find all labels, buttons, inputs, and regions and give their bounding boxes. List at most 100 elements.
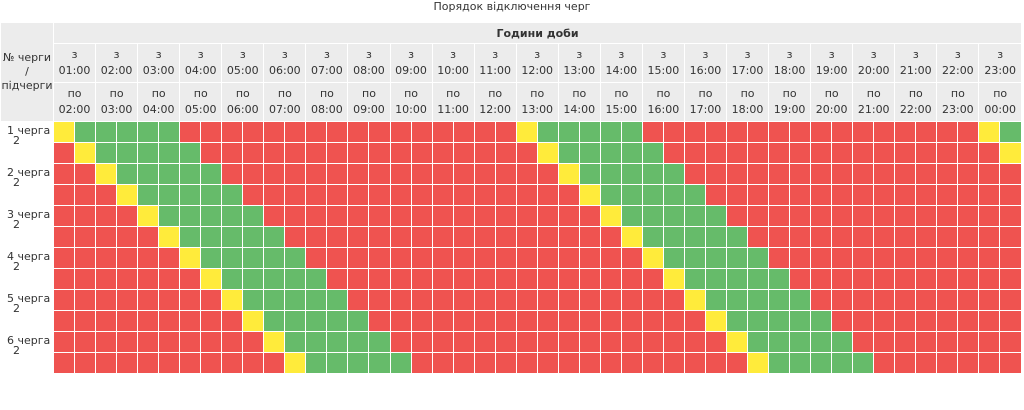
schedule-cell [179, 289, 202, 311]
schedule-cell [494, 352, 517, 374]
schedule-cell [810, 205, 833, 227]
schedule-table: № черги / підчерги Години доби з 01:00 з 02… [0, 22, 1022, 374]
hour-from-header: з 11:00 [473, 43, 517, 83]
schedule-cell [599, 352, 622, 374]
corner-line-1: № черги [2, 51, 52, 64]
schedule-cell [74, 163, 97, 185]
schedule-cell [431, 331, 454, 353]
to-time: 23:00 [941, 103, 974, 116]
hour-to-header: по 18:00 [725, 82, 770, 122]
schedule-cell [704, 163, 728, 185]
schedule-cell [137, 268, 160, 290]
schedule-cell [704, 205, 728, 227]
schedule-cell [873, 226, 896, 248]
schedule-cell [725, 205, 749, 227]
to-prefix: по [740, 87, 755, 100]
from-time: 09:00 [395, 64, 427, 77]
from-prefix: з [912, 48, 919, 61]
schedule-cell [852, 226, 875, 248]
hour-to-header: по 13:00 [515, 82, 559, 122]
schedule-cell [662, 163, 685, 185]
schedule-cell [473, 289, 496, 311]
schedule-cell [599, 310, 622, 332]
schedule-cell [725, 121, 749, 143]
schedule-cell [578, 352, 601, 374]
schedule-cell [368, 247, 391, 269]
to-time: 09:00 [353, 103, 385, 116]
schedule-cell [494, 121, 517, 143]
schedule-cell [74, 121, 97, 143]
hour-to-header: по 08:00 [305, 82, 349, 122]
schedule-cell [452, 121, 475, 143]
schedule-cell [704, 226, 728, 248]
schedule-cell [641, 247, 664, 269]
schedule-cell [810, 352, 833, 374]
schedule-cell [305, 205, 328, 227]
schedule-cell [74, 247, 97, 269]
schedule-cell [200, 247, 223, 269]
schedule-cell [431, 247, 454, 269]
schedule-cell [852, 310, 875, 332]
schedule-cell [326, 184, 349, 206]
schedule-cell [936, 226, 959, 248]
schedule-cell [179, 247, 202, 269]
queue-label: 4 черга [7, 250, 51, 263]
schedule-cell [704, 184, 728, 206]
schedule-cell [347, 310, 370, 332]
schedule-cell [831, 268, 854, 290]
schedule-cell [515, 121, 538, 143]
schedule-cell [515, 331, 538, 353]
hour-to-header: по 06:00 [221, 82, 265, 122]
schedule-cell [221, 121, 244, 143]
schedule-cell [915, 163, 938, 185]
schedule-cell [74, 352, 97, 374]
schedule-cell [831, 247, 854, 269]
schedule-cell [641, 205, 664, 227]
schedule-cell [52, 205, 76, 227]
schedule-cell [725, 310, 749, 332]
to-time: 04:00 [142, 103, 175, 116]
schedule-cell [810, 226, 833, 248]
schedule-cell [494, 142, 517, 164]
to-time: 11:00 [437, 103, 469, 116]
to-time: 06:00 [226, 103, 259, 116]
schedule-cell [536, 163, 559, 185]
schedule-cell [683, 310, 706, 332]
queue-label-cell: 5 черга 2 [0, 289, 54, 332]
schedule-cell [936, 121, 959, 143]
schedule-cell [978, 142, 1001, 164]
schedule-cell [410, 226, 433, 248]
schedule-cell [620, 352, 643, 374]
schedule-cell [662, 268, 685, 290]
schedule-cell [263, 310, 286, 332]
schedule-cell [221, 247, 244, 269]
schedule-cell [536, 247, 559, 269]
schedule-cell [620, 310, 643, 332]
schedule-cell [599, 289, 622, 311]
schedule-cell [894, 310, 917, 332]
queue-row [1, 352, 1022, 374]
schedule-cell [768, 247, 791, 269]
hour-to-header: по 09:00 [347, 82, 391, 122]
from-time: 04:00 [184, 64, 217, 77]
hour-from-header: з 14:00 [599, 43, 643, 83]
schedule-cell [473, 184, 496, 206]
schedule-cell [284, 268, 307, 290]
schedule-cell [894, 268, 917, 290]
schedule-cell [725, 142, 749, 164]
schedule-cell [52, 247, 76, 269]
schedule-cell [662, 121, 685, 143]
schedule-cell [957, 268, 980, 290]
schedule-cell [242, 310, 265, 332]
schedule-cell [789, 310, 812, 332]
schedule-cell [936, 268, 959, 290]
hour-from-header: з 19:00 [810, 43, 854, 83]
schedule-cell [242, 142, 265, 164]
schedule-cell [326, 205, 349, 227]
schedule-cell [52, 142, 76, 164]
schedule-cell [810, 289, 833, 311]
schedule-cell [978, 163, 1001, 185]
schedule-cell [768, 331, 791, 353]
from-time: 01:00 [58, 64, 91, 77]
hour-to-header: по 12:00 [473, 82, 517, 122]
